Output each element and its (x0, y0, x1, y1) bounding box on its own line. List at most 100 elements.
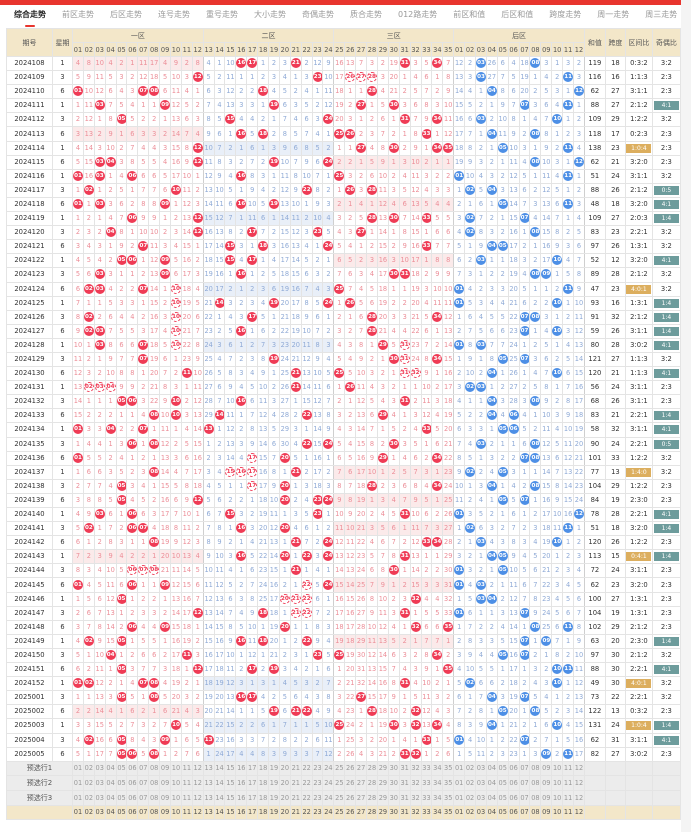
preselect-front-04[interactable]: 04 (104, 775, 117, 792)
preselect-back-02[interactable]: 02 (464, 790, 476, 807)
preselect-front-35[interactable]: 35 (442, 790, 455, 807)
preselect-front-25[interactable]: 25 (333, 790, 346, 807)
preselect-front-21[interactable]: 21 (289, 775, 302, 792)
preselect-front-09[interactable]: 09 (159, 760, 172, 777)
preselect-front-12[interactable]: 12 (191, 790, 204, 807)
preselect-back-06[interactable]: 06 (507, 790, 520, 807)
preselect-front-13[interactable]: 13 (202, 760, 215, 777)
preselect-front-03[interactable]: 03 (93, 790, 106, 807)
preselect-front-17[interactable]: 17 (246, 775, 259, 792)
tab-11[interactable]: 后区和值 (501, 10, 534, 19)
preselect-back-12[interactable]: 12 (573, 775, 585, 792)
preselect-front-32[interactable]: 32 (409, 760, 422, 777)
preselect-back-05[interactable]: 05 (496, 790, 509, 807)
preselect-front-24[interactable]: 24 (322, 760, 335, 777)
preselect-back-04[interactable]: 04 (485, 775, 498, 792)
preselect-front-34[interactable]: 34 (431, 790, 444, 807)
preselect-front-12[interactable]: 12 (191, 775, 204, 792)
preselect-front-32[interactable]: 32 (409, 775, 422, 792)
preselect-back-06[interactable]: 06 (507, 775, 520, 792)
preselect-front-14[interactable]: 14 (213, 760, 226, 777)
preselect-front-05[interactable]: 05 (115, 790, 128, 807)
preselect-back-03[interactable]: 03 (475, 760, 487, 777)
preselect-front-33[interactable]: 33 (420, 760, 433, 777)
preselect-back-09[interactable]: 09 (540, 790, 553, 807)
preselect-front-21[interactable]: 21 (289, 790, 302, 807)
preselect-front-15[interactable]: 15 (224, 775, 237, 792)
preselect-front-20[interactable]: 20 (278, 790, 291, 807)
preselect-back-12[interactable]: 12 (573, 760, 585, 777)
preselect-front-02[interactable]: 02 (82, 775, 95, 792)
preselect-back-11[interactable]: 11 (562, 760, 575, 777)
preselect-back-11[interactable]: 11 (562, 790, 575, 807)
preselect-front-22[interactable]: 22 (300, 790, 313, 807)
preselect-front-26[interactable]: 26 (344, 760, 357, 777)
preselect-front-02[interactable]: 02 (82, 760, 95, 777)
preselect-front-27[interactable]: 27 (355, 760, 368, 777)
preselect-front-20[interactable]: 20 (278, 775, 291, 792)
preselect-front-08[interactable]: 08 (148, 760, 161, 777)
preselect-back-05[interactable]: 05 (496, 760, 509, 777)
preselect-front-08[interactable]: 08 (148, 790, 161, 807)
preselect-front-12[interactable]: 12 (191, 760, 204, 777)
tab-8[interactable]: 质合走势 (350, 10, 382, 19)
preselect-front-22[interactable]: 22 (300, 760, 313, 777)
preselect-front-17[interactable]: 17 (246, 790, 259, 807)
preselect-front-28[interactable]: 28 (366, 790, 378, 807)
preselect-front-24[interactable]: 24 (322, 775, 335, 792)
preselect-back-09[interactable]: 09 (540, 775, 553, 792)
preselect-front-15[interactable]: 15 (224, 760, 237, 777)
preselect-front-35[interactable]: 35 (442, 775, 455, 792)
preselect-front-11[interactable]: 11 (180, 790, 193, 807)
tab-3[interactable]: 后区走势 (110, 10, 142, 19)
preselect-back-07[interactable]: 07 (518, 790, 531, 807)
preselect-back-08[interactable]: 08 (529, 790, 542, 807)
preselect-front-08[interactable]: 08 (148, 775, 161, 792)
preselect-front-14[interactable]: 14 (213, 790, 226, 807)
preselect-back-06[interactable]: 06 (507, 760, 520, 777)
tab-6[interactable]: 大小走势 (254, 10, 286, 19)
preselect-back-08[interactable]: 08 (529, 760, 542, 777)
preselect-back-07[interactable]: 07 (518, 760, 531, 777)
preselect-front-31[interactable]: 31 (398, 775, 411, 792)
preselect-front-18[interactable]: 18 (257, 760, 270, 777)
preselect-back-03[interactable]: 03 (475, 775, 487, 792)
preselect-front-23[interactable]: 23 (311, 790, 324, 807)
tab-12[interactable]: 跨度走势 (549, 10, 582, 19)
preselect-front-01[interactable]: 01 (72, 775, 84, 792)
preselect-front-09[interactable]: 09 (159, 790, 172, 807)
preselect-front-28[interactable]: 28 (366, 760, 378, 777)
preselect-front-33[interactable]: 33 (420, 775, 433, 792)
preselect-back-04[interactable]: 04 (485, 790, 498, 807)
preselect-front-11[interactable]: 11 (180, 775, 193, 792)
preselect-front-31[interactable]: 31 (398, 790, 411, 807)
preselect-front-16[interactable]: 16 (235, 775, 248, 792)
preselect-front-05[interactable]: 05 (115, 775, 128, 792)
preselect-front-04[interactable]: 04 (104, 790, 117, 807)
preselect-back-03[interactable]: 03 (475, 790, 487, 807)
preselect-front-07[interactable]: 07 (137, 775, 150, 792)
tab-7[interactable]: 奇偶走势 (302, 10, 334, 19)
preselect-front-01[interactable]: 01 (72, 760, 84, 777)
preselect-back-05[interactable]: 05 (496, 775, 509, 792)
preselect-back-11[interactable]: 11 (562, 775, 575, 792)
preselect-front-34[interactable]: 34 (431, 775, 444, 792)
preselect-back-04[interactable]: 04 (485, 760, 498, 777)
preselect-front-15[interactable]: 15 (224, 790, 237, 807)
preselect-front-30[interactable]: 30 (387, 790, 400, 807)
preselect-front-04[interactable]: 04 (104, 760, 117, 777)
preselect-front-27[interactable]: 27 (355, 775, 368, 792)
tab-2[interactable]: 前区走势 (62, 10, 94, 19)
preselect-back-01[interactable]: 01 (453, 760, 466, 777)
preselect-front-06[interactable]: 06 (126, 775, 139, 792)
preselect-front-30[interactable]: 30 (387, 775, 400, 792)
preselect-front-06[interactable]: 06 (126, 790, 139, 807)
preselect-front-22[interactable]: 22 (300, 775, 313, 792)
preselect-front-20[interactable]: 20 (278, 760, 291, 777)
preselect-front-25[interactable]: 25 (333, 760, 346, 777)
preselect-front-32[interactable]: 32 (409, 790, 422, 807)
preselect-front-26[interactable]: 26 (344, 775, 357, 792)
preselect-front-02[interactable]: 02 (82, 790, 95, 807)
preselect-front-11[interactable]: 11 (180, 760, 193, 777)
preselect-front-17[interactable]: 17 (246, 760, 259, 777)
